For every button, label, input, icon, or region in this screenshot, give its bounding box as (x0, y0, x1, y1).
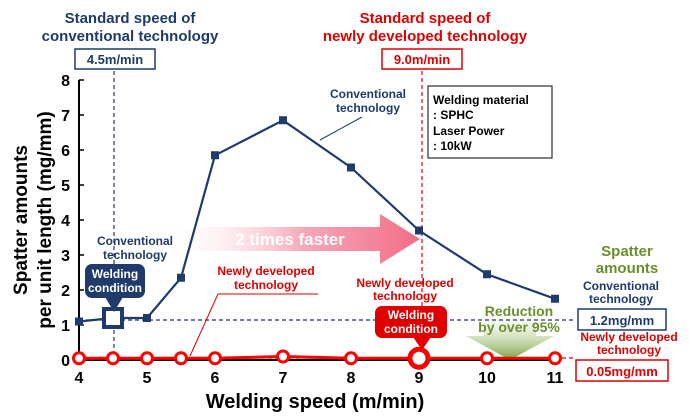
new-curve-label-line2: technology (234, 278, 298, 292)
conv-welding-condition-line1: Welding (92, 267, 138, 281)
x-axis-label: Welding speed (m/min) (206, 391, 425, 413)
right-conv-label-line2: technology (589, 292, 653, 306)
x-tick-label: 7 (279, 370, 288, 387)
conv-curve-leader (319, 116, 363, 141)
new-curve-leader (189, 293, 219, 357)
conv-curve-label-line1: Conventional (330, 87, 406, 101)
right-new-value: 0.05mg/mm (586, 364, 658, 379)
material-line4: : 10kW (433, 139, 472, 153)
y-tick-label: 5 (61, 178, 70, 195)
conv-condition-label-line2: technology (103, 248, 167, 262)
faster-arrow-label: 2 times faster (235, 230, 345, 249)
new-data-point (344, 351, 358, 366)
conv-welding-condition-pointer (105, 297, 123, 312)
std-conv-value-box (74, 48, 156, 70)
right-conv-value: 1.2mg/mm (590, 313, 654, 328)
new-welding-condition-line2: condition (384, 322, 438, 336)
right-new-label-line2: technology (597, 343, 661, 357)
y-tick-label: 4 (61, 213, 70, 230)
x-tick-label: 6 (211, 370, 220, 387)
new-data-point (480, 351, 494, 366)
new-condition-label-line2: technology (373, 289, 437, 303)
new-welding-condition-box (375, 306, 447, 338)
new-data-point (140, 351, 154, 366)
std-conv-title-line1: Standard speed of (65, 10, 197, 27)
conventional-data-point (551, 294, 559, 303)
conventional-data-point (143, 314, 151, 322)
x-tick-label: 9 (415, 370, 424, 387)
new-condition-point (407, 346, 431, 370)
right-new-value-box (575, 359, 669, 382)
material-box (427, 85, 553, 159)
x-tick-label: 5 (143, 370, 152, 387)
y-ticks: 0 1 2 3 4 5 6 7 8 (61, 73, 84, 370)
std-new-value-box (381, 48, 463, 70)
std-conv-value: 4.5m/min (87, 52, 143, 67)
new-welding-condition-line1: Welding (388, 308, 434, 322)
new-series-line (79, 355, 555, 360)
new-data-point (72, 351, 86, 366)
conventional-data-point (177, 273, 185, 282)
y-axis-label-line2: per unit length (mg/mm) (35, 111, 56, 328)
x-tick-label: 11 (547, 370, 564, 387)
new-condition-label-line1: Newly developed (356, 276, 453, 290)
y-tick-label: 0 (61, 353, 70, 370)
new-data-point (276, 349, 290, 364)
conv-welding-condition-box (85, 264, 145, 298)
y-tick-label: 8 (61, 73, 70, 90)
y-tick-label: 2 (61, 283, 70, 300)
new-data-point (106, 351, 120, 366)
material-line2: : SPHC (433, 108, 474, 122)
new-data-point (208, 351, 222, 366)
material-line3: Laser Power (433, 124, 505, 138)
conventional-data-point (415, 226, 423, 235)
y-tick-label: 1 (61, 318, 70, 335)
conventional-data-point (75, 317, 83, 326)
reduction-arrow-shape (466, 312, 554, 360)
y-tick-label: 7 (61, 108, 70, 125)
conventional-data-point (279, 116, 287, 125)
x-tick-label: 8 (347, 370, 356, 387)
spatter-header-line1: Spatter (601, 243, 653, 260)
y-axis-label-line1: Spatter amounts (11, 145, 32, 295)
faster-arrow-shape (160, 214, 420, 264)
conventional-series-line (78, 119, 556, 323)
spatter-header-line2: amounts (596, 260, 659, 277)
conventional-data-point (211, 151, 219, 160)
new-data-point (548, 351, 562, 366)
std-new-value: 9.0m/min (394, 52, 450, 67)
series-layer (72, 116, 562, 370)
conv-welding-condition-line2: condition (88, 281, 142, 295)
new-curve-label-line1: Newly developed (217, 264, 314, 278)
reduction-line2: by over 95% (478, 319, 560, 335)
conv-condition-label-line1: Conventional (97, 234, 173, 248)
right-conv-value-box (577, 308, 667, 331)
right-conv-label-line1: Conventional (583, 279, 659, 293)
conventional-data-point (347, 163, 355, 172)
conventional-data-point (483, 270, 491, 279)
material-line1: Welding material (433, 93, 529, 107)
std-new-title-line2: newly developed technology (323, 28, 528, 45)
std-new-title-line1: Standard speed of (360, 10, 492, 27)
y-tick-label: 6 (61, 143, 70, 160)
conv-curve-label-line2: technology (336, 101, 400, 115)
new-data-point (174, 351, 188, 366)
right-new-label-line1: Newly developed (580, 330, 677, 344)
std-conv-title-line2: conventional technology (42, 28, 219, 45)
reduction-line1: Reduction (485, 303, 553, 319)
x-tick-label: 4 (75, 370, 84, 387)
x-tick-label: 10 (478, 370, 496, 387)
conventional-condition-point (102, 307, 124, 329)
new-welding-condition-pointer (413, 337, 431, 350)
y-tick-label: 3 (61, 248, 70, 265)
